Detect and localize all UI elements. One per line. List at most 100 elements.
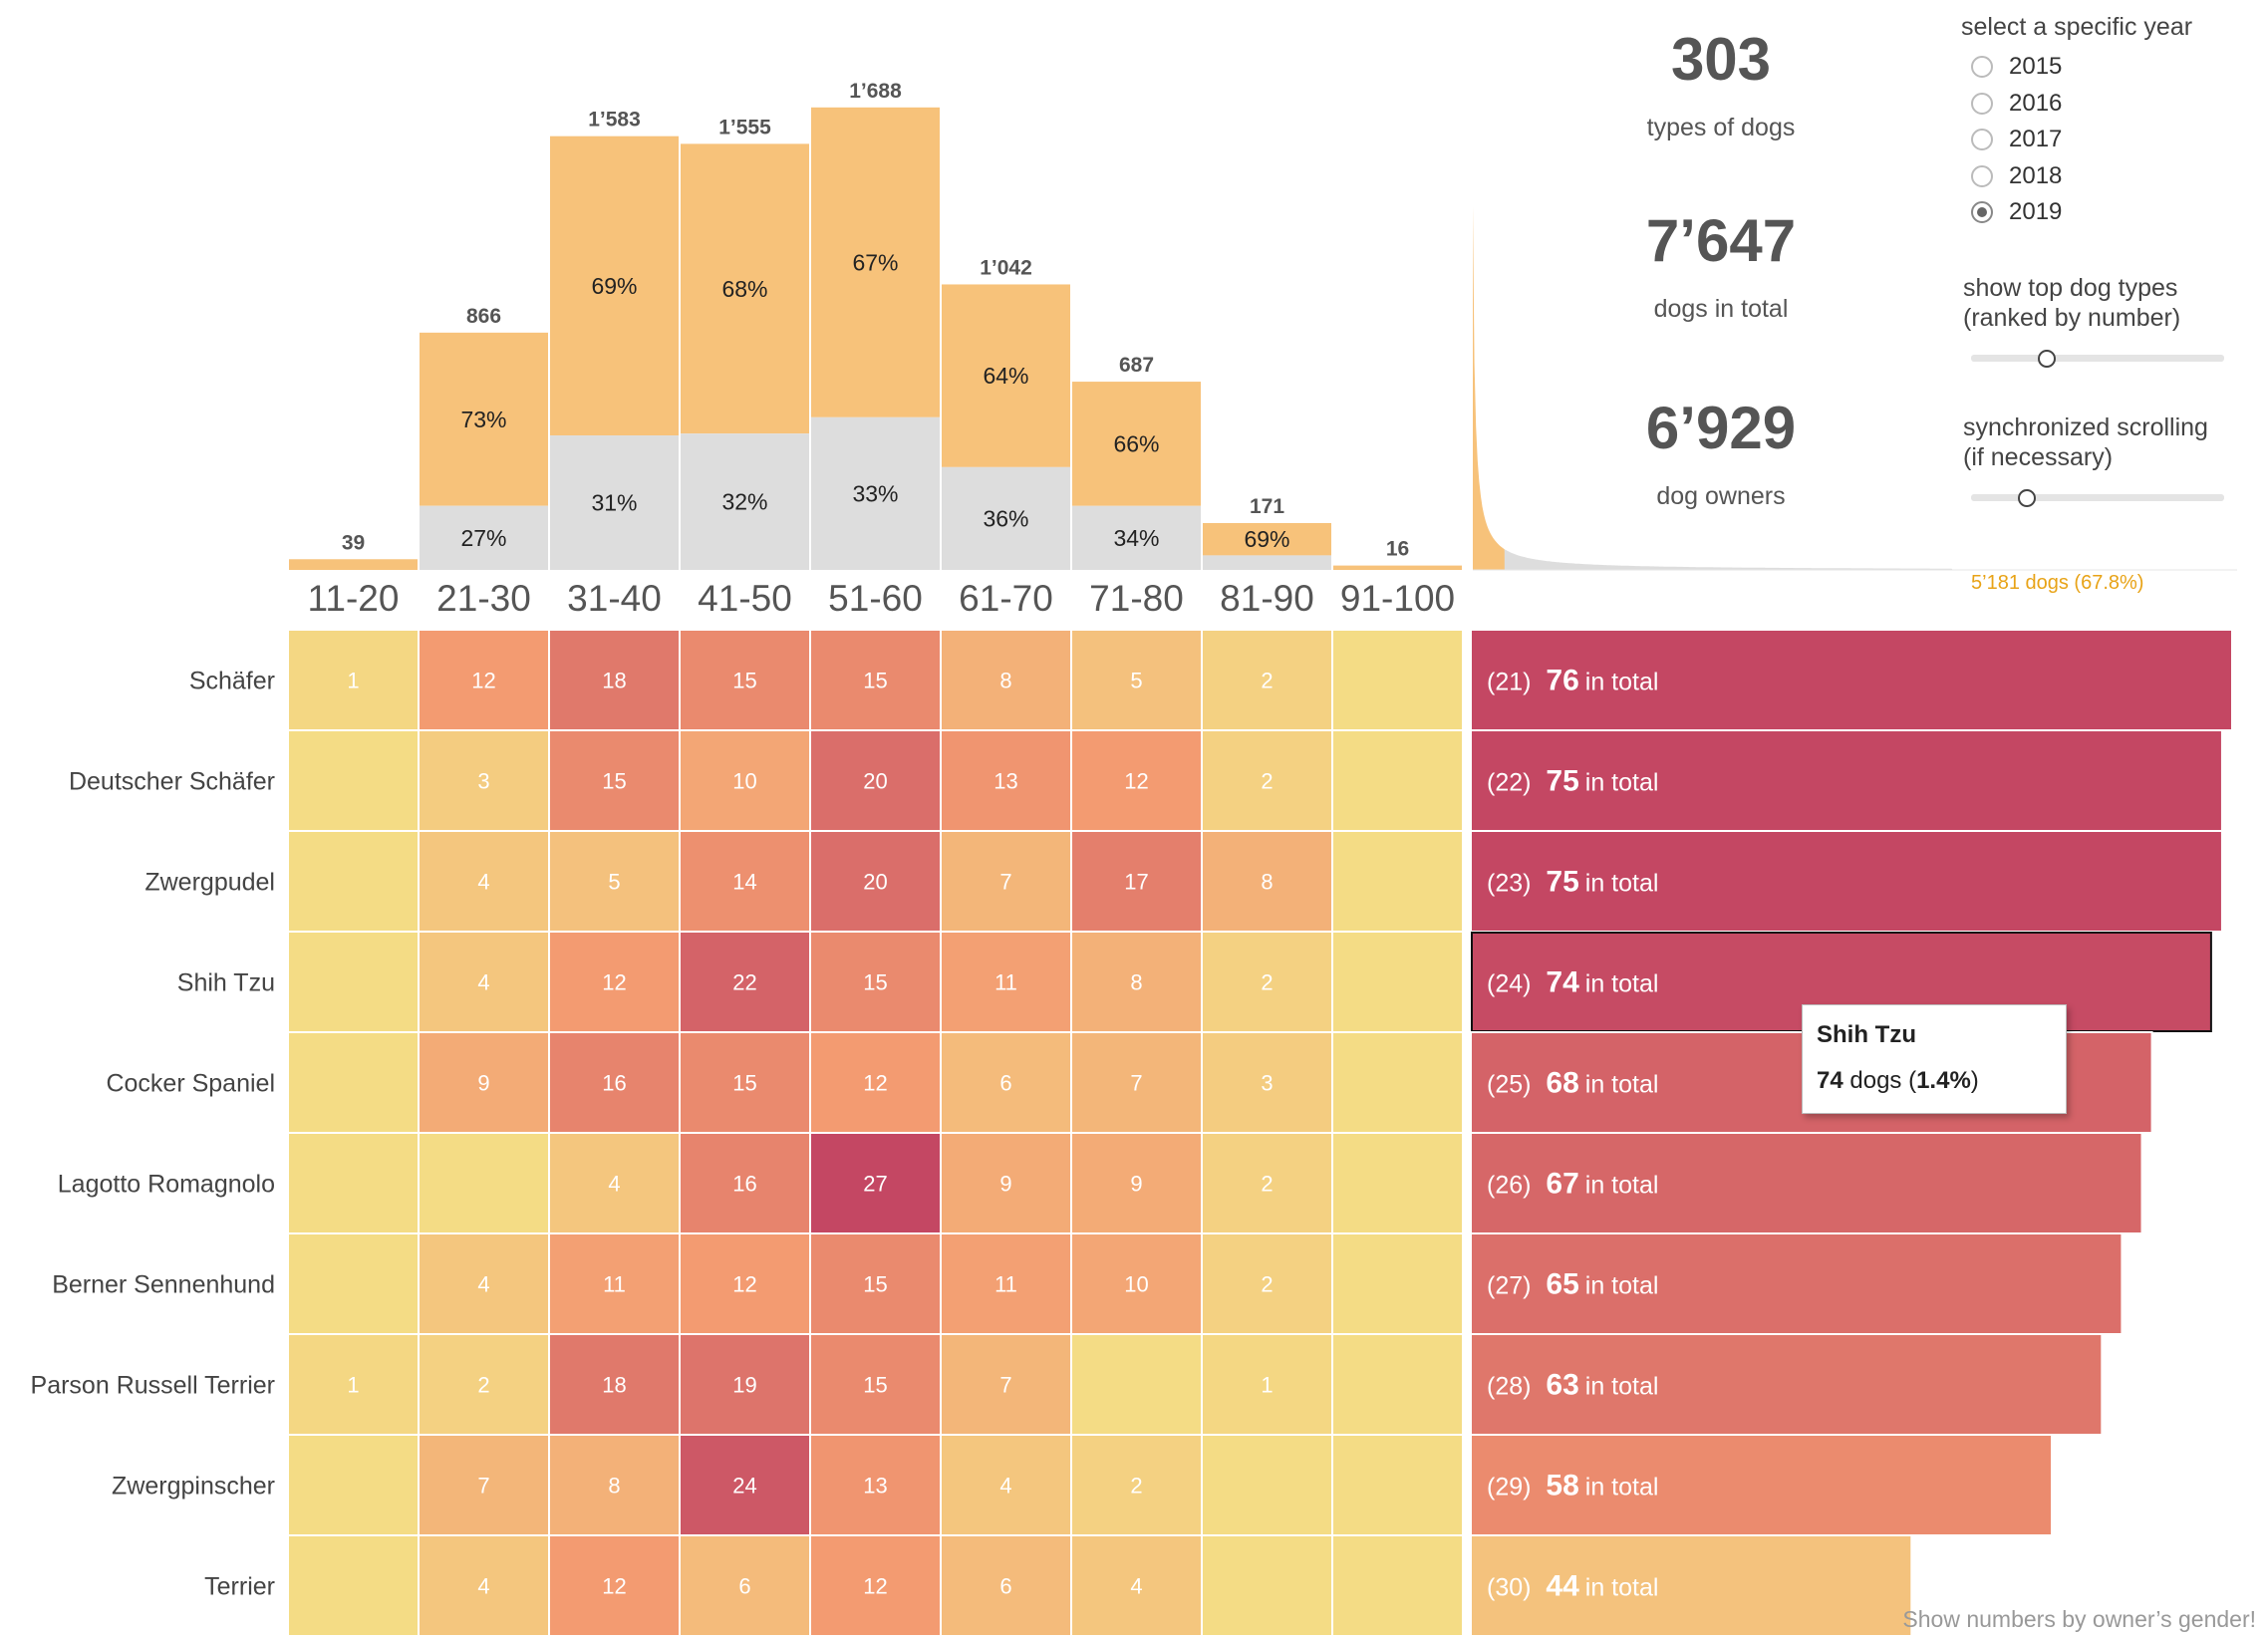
year-radio-2019[interactable]: 2019 [1971, 194, 2250, 231]
heatmap-cell[interactable] [809, 629, 942, 731]
heatmap-cell[interactable] [548, 1232, 681, 1335]
heatmap-cell[interactable] [1070, 1434, 1203, 1536]
heatmap-cell[interactable] [548, 1534, 681, 1637]
heatmap-cell[interactable] [1070, 1534, 1203, 1637]
area-other-types[interactable] [1504, 549, 1953, 570]
heatmap-cell[interactable] [1070, 830, 1203, 933]
heatmap-cell[interactable] [548, 1434, 681, 1536]
heatmap-cell[interactable] [1331, 1031, 1464, 1134]
heatmap-cell[interactable] [940, 1232, 1072, 1335]
slider-thumb[interactable] [2038, 350, 2057, 368]
year-radio-2017[interactable]: 2017 [1971, 122, 2250, 158]
heatmap-cell[interactable] [1201, 931, 1333, 1033]
heatmap-cell[interactable] [418, 1232, 550, 1335]
gender-toggle-link[interactable]: Show numbers by owner’s gender! [1902, 1606, 2256, 1632]
heatmap-cell[interactable] [287, 830, 420, 933]
heatmap-cell[interactable] [1331, 830, 1464, 933]
row-total-bar[interactable] [1470, 729, 2223, 832]
heatmap-cell[interactable] [287, 629, 420, 731]
bar-segment-grey[interactable] [1072, 505, 1201, 570]
year-radio-2015[interactable]: 2015 [1971, 49, 2250, 86]
top-types-slider[interactable] [1971, 345, 2224, 369]
bar-segment-orange[interactable] [942, 284, 1070, 467]
row-total-bar[interactable] [1470, 830, 2223, 933]
radio-button[interactable] [1971, 164, 1993, 187]
bar-segment-orange[interactable] [681, 143, 809, 434]
heatmap-cell[interactable] [809, 1232, 942, 1335]
heatmap-cell[interactable] [679, 1333, 811, 1436]
heatmap-cell[interactable] [1201, 830, 1333, 933]
heatmap-cell[interactable] [940, 931, 1072, 1033]
heatmap-cell[interactable] [1070, 931, 1203, 1033]
heatmap-cell[interactable] [1201, 1434, 1333, 1536]
heatmap-cell[interactable] [418, 1434, 550, 1536]
heatmap-cell[interactable] [418, 629, 550, 731]
heatmap-cell[interactable] [940, 629, 1072, 731]
heatmap-cell[interactable] [1201, 1132, 1333, 1234]
bar-segment-grey[interactable] [811, 416, 940, 570]
bar-segment-grey[interactable] [681, 433, 809, 570]
bar-segment-grey[interactable] [420, 505, 548, 570]
bar-segment-grey[interactable] [550, 435, 679, 570]
bar-segment-orange[interactable] [289, 559, 418, 570]
heatmap-cell[interactable] [940, 1534, 1072, 1637]
scroll-slider[interactable] [1971, 484, 2224, 508]
radio-button[interactable] [1971, 92, 1993, 115]
heatmap-cell[interactable] [287, 1434, 420, 1536]
heatmap-cell[interactable] [1070, 1333, 1203, 1436]
radio-button[interactable] [1971, 201, 1993, 224]
bar-segment-orange[interactable] [420, 332, 548, 506]
heatmap-cell[interactable] [287, 1232, 420, 1335]
heatmap-cell[interactable] [809, 830, 942, 933]
heatmap-cell[interactable] [1331, 931, 1464, 1033]
row-total-bar[interactable] [1470, 629, 2233, 731]
heatmap-cell[interactable] [679, 931, 811, 1033]
row-total-bar[interactable] [1470, 1232, 2124, 1335]
heatmap-cell[interactable] [1331, 1132, 1464, 1234]
heatmap-cell[interactable] [418, 1333, 550, 1436]
heatmap-cell[interactable] [548, 830, 681, 933]
bar-segment-orange[interactable] [1203, 522, 1331, 556]
heatmap-cell[interactable] [287, 931, 420, 1033]
heatmap-cell[interactable] [809, 1333, 942, 1436]
heatmap-cell[interactable] [679, 830, 811, 933]
heatmap-cell[interactable] [679, 1534, 811, 1637]
heatmap-cell[interactable] [287, 1132, 420, 1234]
row-total-bar[interactable] [1470, 1534, 1913, 1637]
heatmap-cell[interactable] [1331, 629, 1464, 731]
heatmap-cell[interactable] [287, 1031, 420, 1134]
heatmap-cell[interactable] [287, 1333, 420, 1436]
radio-button[interactable] [1971, 129, 1993, 151]
heatmap-cell[interactable] [418, 931, 550, 1033]
bar-segment-grey[interactable] [942, 466, 1070, 570]
bar-segment-orange[interactable] [1072, 382, 1201, 506]
heatmap-cell[interactable] [418, 729, 550, 832]
heatmap-cell[interactable] [1201, 1333, 1333, 1436]
heatmap-cell[interactable] [1201, 1232, 1333, 1335]
heatmap-cell[interactable] [287, 1534, 420, 1637]
area-highlighted-types[interactable] [1473, 205, 1507, 571]
heatmap-cell[interactable] [1201, 729, 1333, 832]
heatmap-cell[interactable] [809, 1434, 942, 1536]
year-radio-2018[interactable]: 2018 [1971, 158, 2250, 195]
slider-thumb[interactable] [2017, 489, 2036, 507]
heatmap-cell[interactable] [1331, 729, 1464, 832]
bar-segment-orange[interactable] [550, 136, 679, 436]
heatmap-cell[interactable] [548, 931, 681, 1033]
heatmap-cell[interactable] [1331, 1333, 1464, 1436]
bar-segment-orange[interactable] [1333, 565, 1462, 570]
heatmap-cell[interactable] [679, 629, 811, 731]
bar-segment-orange[interactable] [811, 107, 940, 417]
radio-button[interactable] [1971, 56, 1993, 79]
heatmap-cell[interactable] [809, 1534, 942, 1637]
row-total-bar[interactable] [1470, 1434, 2054, 1536]
heatmap-cell[interactable] [809, 1132, 942, 1234]
heatmap-cell[interactable] [1331, 1434, 1464, 1536]
heatmap-cell[interactable] [418, 1132, 550, 1234]
heatmap-cell[interactable] [1331, 1232, 1464, 1335]
heatmap-cell[interactable] [418, 830, 550, 933]
year-radio-2016[interactable]: 2016 [1971, 86, 2250, 123]
heatmap-cell[interactable] [940, 830, 1072, 933]
heatmap-cell[interactable] [548, 729, 681, 832]
heatmap-cell[interactable] [1201, 1534, 1333, 1637]
